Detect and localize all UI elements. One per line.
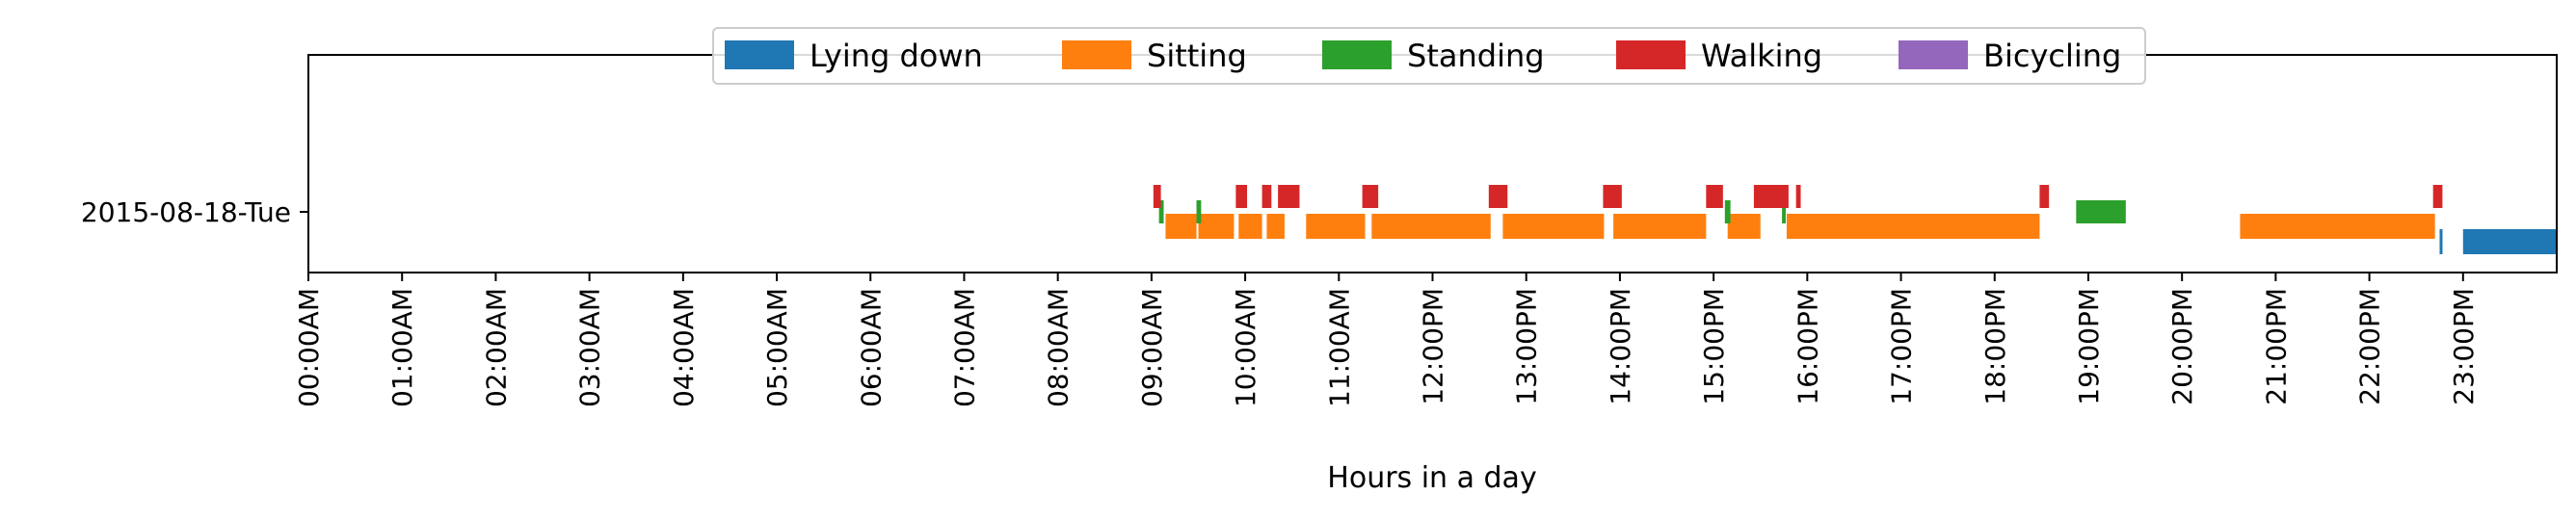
x-tick-label: 14:00PM — [1605, 288, 1636, 405]
x-tick-label: 16:00PM — [1792, 288, 1823, 405]
bar-sitting-6 — [1502, 214, 1605, 239]
bar-sitting-2 — [1238, 214, 1262, 239]
bar-walking-6 — [1603, 185, 1622, 208]
x-axis: 00:00AM 01:00AM 02:00AM 03:00AM 04:00AM 05:00… — [293, 273, 2480, 407]
bar-standing-3 — [1782, 200, 1786, 223]
x-tick-label: 03:00AM — [574, 288, 606, 407]
legend-swatch-walking — [1616, 40, 1686, 69]
legend-swatch-sitting — [1062, 40, 1131, 69]
bar-walking-8 — [1753, 185, 1789, 208]
x-tick-label: 00:00AM — [293, 288, 325, 407]
legend-label-standing: Standing — [1407, 38, 1545, 74]
legend: Lying down Sitting Standing Walking Bicyclin… — [712, 27, 2146, 85]
bar-standing-2 — [1724, 200, 1731, 223]
bar-sitting-1 — [1198, 214, 1235, 239]
y-tick-label: 2015-08-18-Tue — [81, 196, 291, 228]
bar-walking-2 — [1261, 185, 1272, 208]
bar-sitting-9 — [1786, 214, 2040, 239]
x-tick-label: 02:00AM — [480, 288, 512, 407]
x-tick-label: 22:00PM — [2354, 288, 2386, 405]
x-tick-label: 10:00AM — [1230, 288, 1261, 407]
y-axis: 2015-08-18-Tue — [81, 196, 308, 228]
bar-walking-1 — [1235, 185, 1248, 208]
x-tick-label: 18:00PM — [1979, 288, 2011, 405]
x-tick-label: 01:00AM — [386, 288, 418, 407]
legend-swatch-standing — [1322, 40, 1392, 69]
bar-walking-10 — [2039, 185, 2050, 208]
legend-swatch-bicycling — [1899, 40, 1968, 69]
activity-bars — [1153, 185, 2557, 254]
legend-label-bicycling: Bicycling — [1983, 38, 2121, 74]
bar-walking-11 — [2432, 185, 2443, 208]
x-tick-label: 05:00AM — [761, 288, 793, 407]
bar-walking-7 — [1706, 185, 1723, 208]
bar-lying-down-1 — [2462, 229, 2557, 254]
x-tick-label: 19:00PM — [2073, 288, 2105, 405]
bar-sitting-0 — [1165, 214, 1197, 239]
bar-sitting-5 — [1371, 214, 1491, 239]
bar-sitting-7 — [1613, 214, 1707, 239]
bar-sitting-3 — [1266, 214, 1285, 239]
legend-label-walking: Walking — [1701, 38, 1822, 74]
x-tick-label: 07:00AM — [948, 288, 980, 407]
bar-sitting-4 — [1306, 214, 1366, 239]
bar-sitting-10 — [2240, 214, 2435, 239]
x-tick-label: 21:00PM — [2260, 288, 2292, 405]
x-tick-label: 17:00PM — [1886, 288, 1918, 405]
bar-walking-3 — [1278, 185, 1300, 208]
x-tick-label: 11:00AM — [1323, 288, 1355, 407]
legend-swatch-lying-down — [725, 40, 794, 69]
bar-standing-1 — [1196, 200, 1202, 223]
bar-walking-4 — [1362, 185, 1379, 208]
legend-label-lying-down: Lying down — [810, 38, 983, 74]
legend-label-sitting: Sitting — [1147, 38, 1247, 74]
x-tick-label: 13:00PM — [1511, 288, 1543, 405]
bar-sitting-8 — [1727, 214, 1761, 239]
bar-walking-0 — [1153, 185, 1161, 208]
bar-lying-down-0 — [2439, 229, 2443, 254]
x-tick-label: 08:00AM — [1043, 288, 1075, 407]
x-tick-label: 20:00PM — [2166, 288, 2198, 405]
x-tick-label: 15:00PM — [1698, 288, 1730, 405]
x-axis-title: Hours in a day — [1327, 461, 1536, 495]
bar-standing-4 — [2076, 200, 2126, 223]
x-tick-label: 23:00PM — [2448, 288, 2480, 405]
bar-walking-9 — [1795, 185, 1801, 208]
x-tick-label: 09:00AM — [1136, 288, 1168, 407]
x-tick-label: 12:00PM — [1418, 288, 1449, 405]
x-tick-label: 04:00AM — [668, 288, 700, 407]
bar-standing-0 — [1158, 200, 1164, 223]
bar-walking-5 — [1488, 185, 1508, 208]
x-tick-label: 06:00AM — [855, 288, 887, 407]
